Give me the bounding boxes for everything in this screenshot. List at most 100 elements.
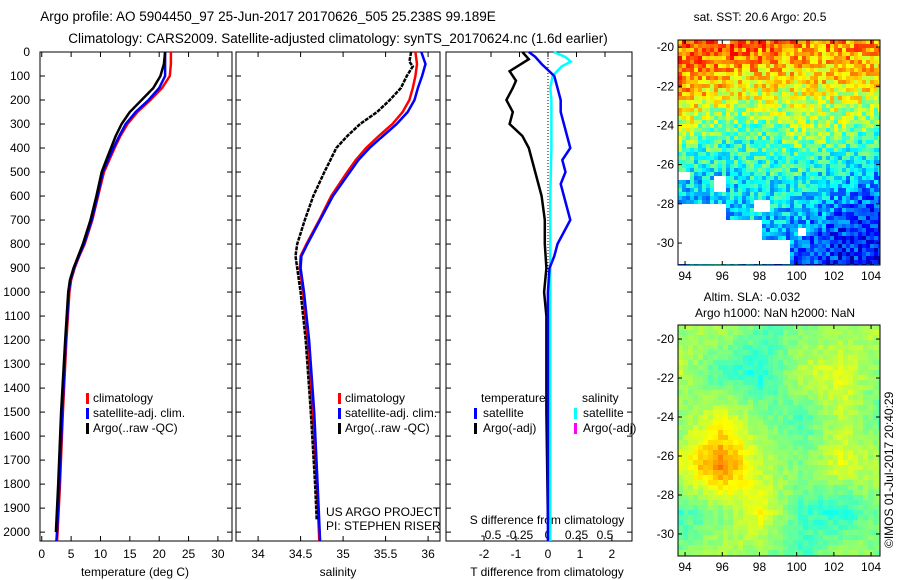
sla-map-cell: [713, 415, 718, 420]
sla-map-cell: [683, 500, 688, 505]
sst-map-cell: [758, 80, 762, 84]
sla-map-cell: [853, 430, 858, 435]
sst-map-cell: [682, 88, 686, 92]
sst-map-cell: [742, 96, 746, 100]
sla-map-cell: [708, 375, 713, 380]
sst-map-cell: [834, 92, 838, 96]
sla-map-cell: [778, 340, 783, 345]
sst-map-cell: [858, 156, 862, 160]
sst-map-cell: [682, 208, 686, 212]
sst-map-cell: [750, 136, 754, 140]
sla-map-cell: [783, 385, 788, 390]
sst-map-cell: [734, 96, 738, 100]
sst-map-cell: [694, 164, 698, 168]
sst-map-cell: [814, 224, 818, 228]
sst-map-cell: [702, 48, 706, 52]
sla-map-cell: [868, 520, 873, 525]
sla-map-cell: [758, 455, 763, 460]
sst-map-cell: [810, 60, 814, 64]
sla-map-cell: [678, 460, 683, 465]
sst-map-cell: [862, 76, 866, 80]
sst-map-cell: [782, 60, 786, 64]
sla-map-cell: [773, 465, 778, 470]
sst-map-cell: [686, 168, 690, 172]
legend-swatch: [338, 408, 341, 419]
sst-map-cell: [714, 148, 718, 152]
sst-map-cell: [722, 260, 726, 264]
sla-map-cell: [803, 425, 808, 430]
sst-map-cell: [810, 232, 814, 236]
sst-map-cell: [690, 44, 694, 48]
sst-map-cell: [766, 80, 770, 84]
sst-map-cell: [722, 96, 726, 100]
sst-map-cell: [758, 180, 762, 184]
sst-map-cell: [682, 176, 686, 180]
sst-map-cell: [750, 184, 754, 188]
sst-map-cell: [750, 148, 754, 152]
sst-map-cell: [710, 228, 714, 232]
sst-map-cell: [846, 84, 850, 88]
sla-map-cell: [748, 390, 753, 395]
sst-map-cell: [802, 140, 806, 144]
sst-map-cell: [806, 212, 810, 216]
sla-map-cell: [798, 425, 803, 430]
sst-map-cell: [746, 232, 750, 236]
sst-map-cell: [722, 100, 726, 104]
sst-map-cell: [742, 244, 746, 248]
sst-map-cell: [742, 132, 746, 136]
sla-map-cell: [778, 395, 783, 400]
sla-map-cell: [813, 345, 818, 350]
sst-map-cell: [718, 152, 722, 156]
sst-map-cell: [874, 48, 878, 52]
sst-map-cell: [802, 200, 806, 204]
sst-map-cell: [842, 92, 846, 96]
sst-map-cell: [762, 176, 766, 180]
sst-map-cell: [814, 216, 818, 220]
sst-map-cell: [750, 144, 754, 148]
sst-map-cell: [766, 64, 770, 68]
sst-map-cell: [822, 208, 826, 212]
sla-map-cell: [793, 530, 798, 535]
sst-map-cell: [806, 200, 810, 204]
sst-map-cell: [706, 172, 710, 176]
sst-map-cell: [762, 80, 766, 84]
sst-map-cell: [686, 256, 690, 260]
sst-map-cell: [750, 72, 754, 76]
sla-map-cell: [678, 345, 683, 350]
sla-map-cell: [828, 415, 833, 420]
sst-map-cell: [834, 244, 838, 248]
sst-map-cell: [830, 192, 834, 196]
sla-map-cell: [863, 535, 868, 540]
sst-map-cell: [746, 204, 750, 208]
sst-map-cell: [810, 156, 814, 160]
sst-map-cell: [738, 180, 742, 184]
sst-map-cell: [798, 136, 802, 140]
sla-map-cell: [763, 335, 768, 340]
sst-map-cell: [802, 220, 806, 224]
sla-map-cell: [718, 470, 723, 475]
sst-map-cell: [710, 248, 714, 252]
sla-map-cell: [703, 450, 708, 455]
sst-map-cell: [870, 120, 874, 124]
sst-map-cell: [850, 56, 854, 60]
sst-map-cell: [810, 160, 814, 164]
diff-series-s-satellite: [549, 50, 574, 541]
sla-map-cell: [833, 340, 838, 345]
salinity-series-satellite-adj-clim-: [299, 51, 427, 542]
sst-map-cell: [686, 224, 690, 228]
sst-map-cell: [846, 100, 850, 104]
sst-map-cell: [822, 40, 826, 44]
sst-map-cell: [746, 52, 750, 56]
sla-map-cell: [828, 465, 833, 470]
sst-map-cell: [866, 196, 870, 200]
sst-map-cell: [730, 88, 734, 92]
sst-map-cell: [858, 60, 862, 64]
sst-map-cell: [782, 184, 786, 188]
sla-map-cell: [738, 470, 743, 475]
sla-map-cell: [698, 395, 703, 400]
sst-map-cell: [718, 208, 722, 212]
sla-map-cell: [803, 475, 808, 480]
sla-map-cell: [768, 330, 773, 335]
sst-map-lon-label: 100: [787, 269, 807, 283]
sla-map-cell: [768, 475, 773, 480]
